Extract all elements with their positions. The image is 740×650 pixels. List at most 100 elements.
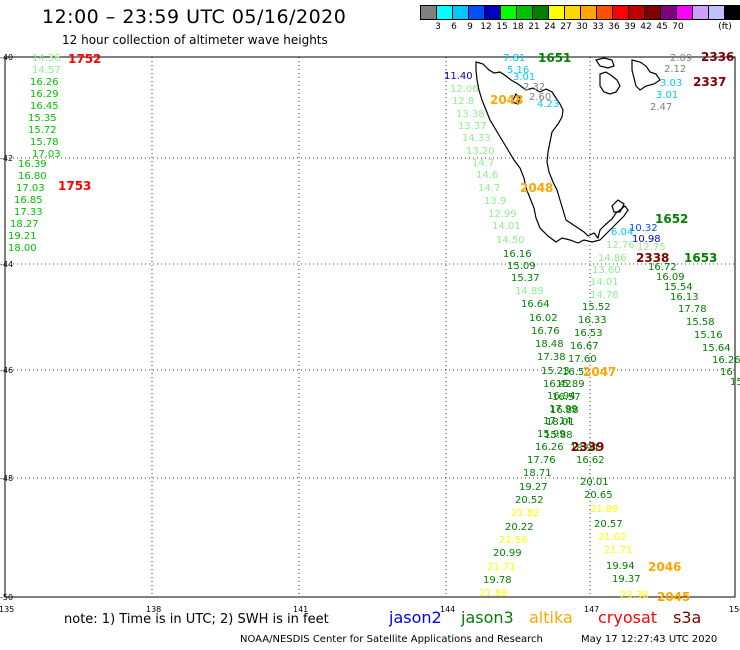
- colorbar-swatch: [724, 5, 740, 20]
- swh-value: 20.22: [505, 522, 534, 533]
- swh-value: 17.14: [543, 416, 572, 427]
- legend-cryosat: cryosat: [598, 608, 658, 627]
- colorbar-label: 27: [560, 22, 572, 32]
- swh-value: 20.65: [584, 490, 613, 501]
- swh-value: 20.57: [594, 519, 623, 530]
- swh-value: 11.40: [444, 71, 473, 82]
- swh-value: 16.26: [30, 77, 59, 88]
- swh-value: 2.12: [664, 64, 686, 75]
- map-title: 12:00 – 23:59 UTC 05/16/2020: [42, 6, 347, 28]
- lon-tick-label: 150: [729, 605, 740, 614]
- swh-value: 16.52: [562, 367, 591, 378]
- swh-value: 16.76: [531, 326, 560, 337]
- swh-value: 15.35: [28, 113, 57, 124]
- swh-value: 16.02: [529, 313, 558, 324]
- swh-value: 18.48: [535, 339, 564, 350]
- swh-value: 14.89: [515, 286, 544, 297]
- swh-value: 10.32: [629, 223, 658, 234]
- swh-value: 2.47: [650, 102, 672, 113]
- swh-value: 18.00: [8, 243, 37, 254]
- pass-label: 2339: [571, 440, 604, 454]
- swh-value: 13.60: [592, 265, 621, 276]
- colorbar-label: 30: [576, 22, 588, 32]
- swh-value: 19.37: [612, 574, 641, 585]
- colorbar-unit: (ft): [718, 22, 732, 32]
- pass-label: 2336: [701, 50, 734, 64]
- swh-value: 21.82: [511, 508, 540, 519]
- swh-value: 5.16: [507, 65, 529, 76]
- map-subtitle: 12 hour collection of altimeter wave hei…: [62, 33, 328, 47]
- swh-value: 17.33: [14, 207, 43, 218]
- swh-value: 4.23: [537, 99, 559, 110]
- swh-value: 2.09: [670, 53, 692, 64]
- swh-value: 3.03: [660, 78, 682, 89]
- swh-value: 14.78: [590, 290, 619, 301]
- swh-value: 17.38: [537, 352, 566, 363]
- coastline: [475, 61, 629, 244]
- swh-value: 2.32: [523, 82, 545, 93]
- swh-value: 7.81: [503, 53, 525, 64]
- swh-value: 20.99: [493, 548, 522, 559]
- swh-value: 3.01: [513, 72, 535, 83]
- swh-value: 16.72: [648, 262, 677, 273]
- lon-tick-label: 147: [584, 605, 599, 614]
- swh-value: 15.64: [702, 343, 731, 354]
- swh-value: 16.33: [578, 315, 607, 326]
- swh-value: 20.52: [515, 495, 544, 506]
- swh-value: 14.86: [598, 253, 627, 264]
- legend-s3a: s3a: [673, 608, 702, 627]
- swh-value: 19.78: [483, 575, 512, 586]
- colorbar-label: 24: [544, 22, 556, 32]
- colorbar-label: 9: [467, 22, 473, 32]
- swh-value: 19.27: [519, 482, 548, 493]
- lat-tick-label: -50: [0, 593, 13, 602]
- coastline: [611, 199, 625, 213]
- swh-value: 16.39: [18, 159, 47, 170]
- swh-value: 17.76: [527, 455, 556, 466]
- swh-value: 16.64: [521, 299, 550, 310]
- swh-value: 16.57: [552, 392, 581, 403]
- colorbar-labels: 3 6 9 12 15 18 21 24 27 30 33 36 39 42 45 70 (ft): [421, 22, 740, 34]
- swh-value: 14.57: [32, 65, 61, 76]
- swh-value: 13.20: [466, 146, 495, 157]
- pass-label: 2048: [520, 181, 553, 195]
- swh-value: 16.09: [656, 272, 685, 283]
- colorbar-label: 15: [496, 22, 508, 32]
- swh-value: 15.88: [544, 430, 573, 441]
- swh-value: 10.98: [632, 234, 661, 245]
- colorbar-label: 21: [528, 22, 540, 32]
- swh-value: 21.71: [487, 562, 516, 573]
- pass-label: 2045: [657, 590, 690, 604]
- coastline: [511, 92, 521, 105]
- swh-value: 15.54: [664, 282, 693, 293]
- swh-value: 14.7: [472, 158, 494, 169]
- swh-value: 15.58: [686, 317, 715, 328]
- swh-value: 15.37: [511, 273, 540, 284]
- colorbar-label: 12: [480, 22, 492, 32]
- coastline: [599, 71, 621, 95]
- pass-label: 2048: [490, 93, 523, 107]
- swh-value: 14.33: [462, 133, 491, 144]
- swh-value: 21.89: [590, 504, 619, 515]
- pass-label: 1651: [538, 51, 571, 65]
- swh-value: 13.37: [458, 121, 487, 132]
- colorbar-label: 39: [624, 22, 636, 32]
- colorbar-label: 6: [451, 22, 457, 32]
- swh-value: 2.60: [529, 92, 551, 103]
- swh-value: 12.8: [452, 96, 474, 107]
- swh-value: 14.7: [478, 183, 500, 194]
- swh-value: 19.21: [8, 231, 37, 242]
- lon-tick-label: 141: [293, 605, 308, 614]
- lat-tick-label: -42: [0, 154, 13, 163]
- colorbar-label: 36: [608, 22, 620, 32]
- swh-value: 16.29: [30, 89, 59, 100]
- swh-value: 16: [720, 367, 733, 378]
- swh-value: 13.38: [456, 109, 485, 120]
- swh-value: 16.88: [550, 405, 579, 416]
- lat-tick-label: -44: [0, 260, 13, 269]
- legend-altika: altika: [529, 608, 573, 627]
- swh-value: 15.78: [30, 137, 59, 148]
- legend-jason3: jason3: [461, 608, 514, 627]
- pass-label: 2046: [648, 560, 681, 574]
